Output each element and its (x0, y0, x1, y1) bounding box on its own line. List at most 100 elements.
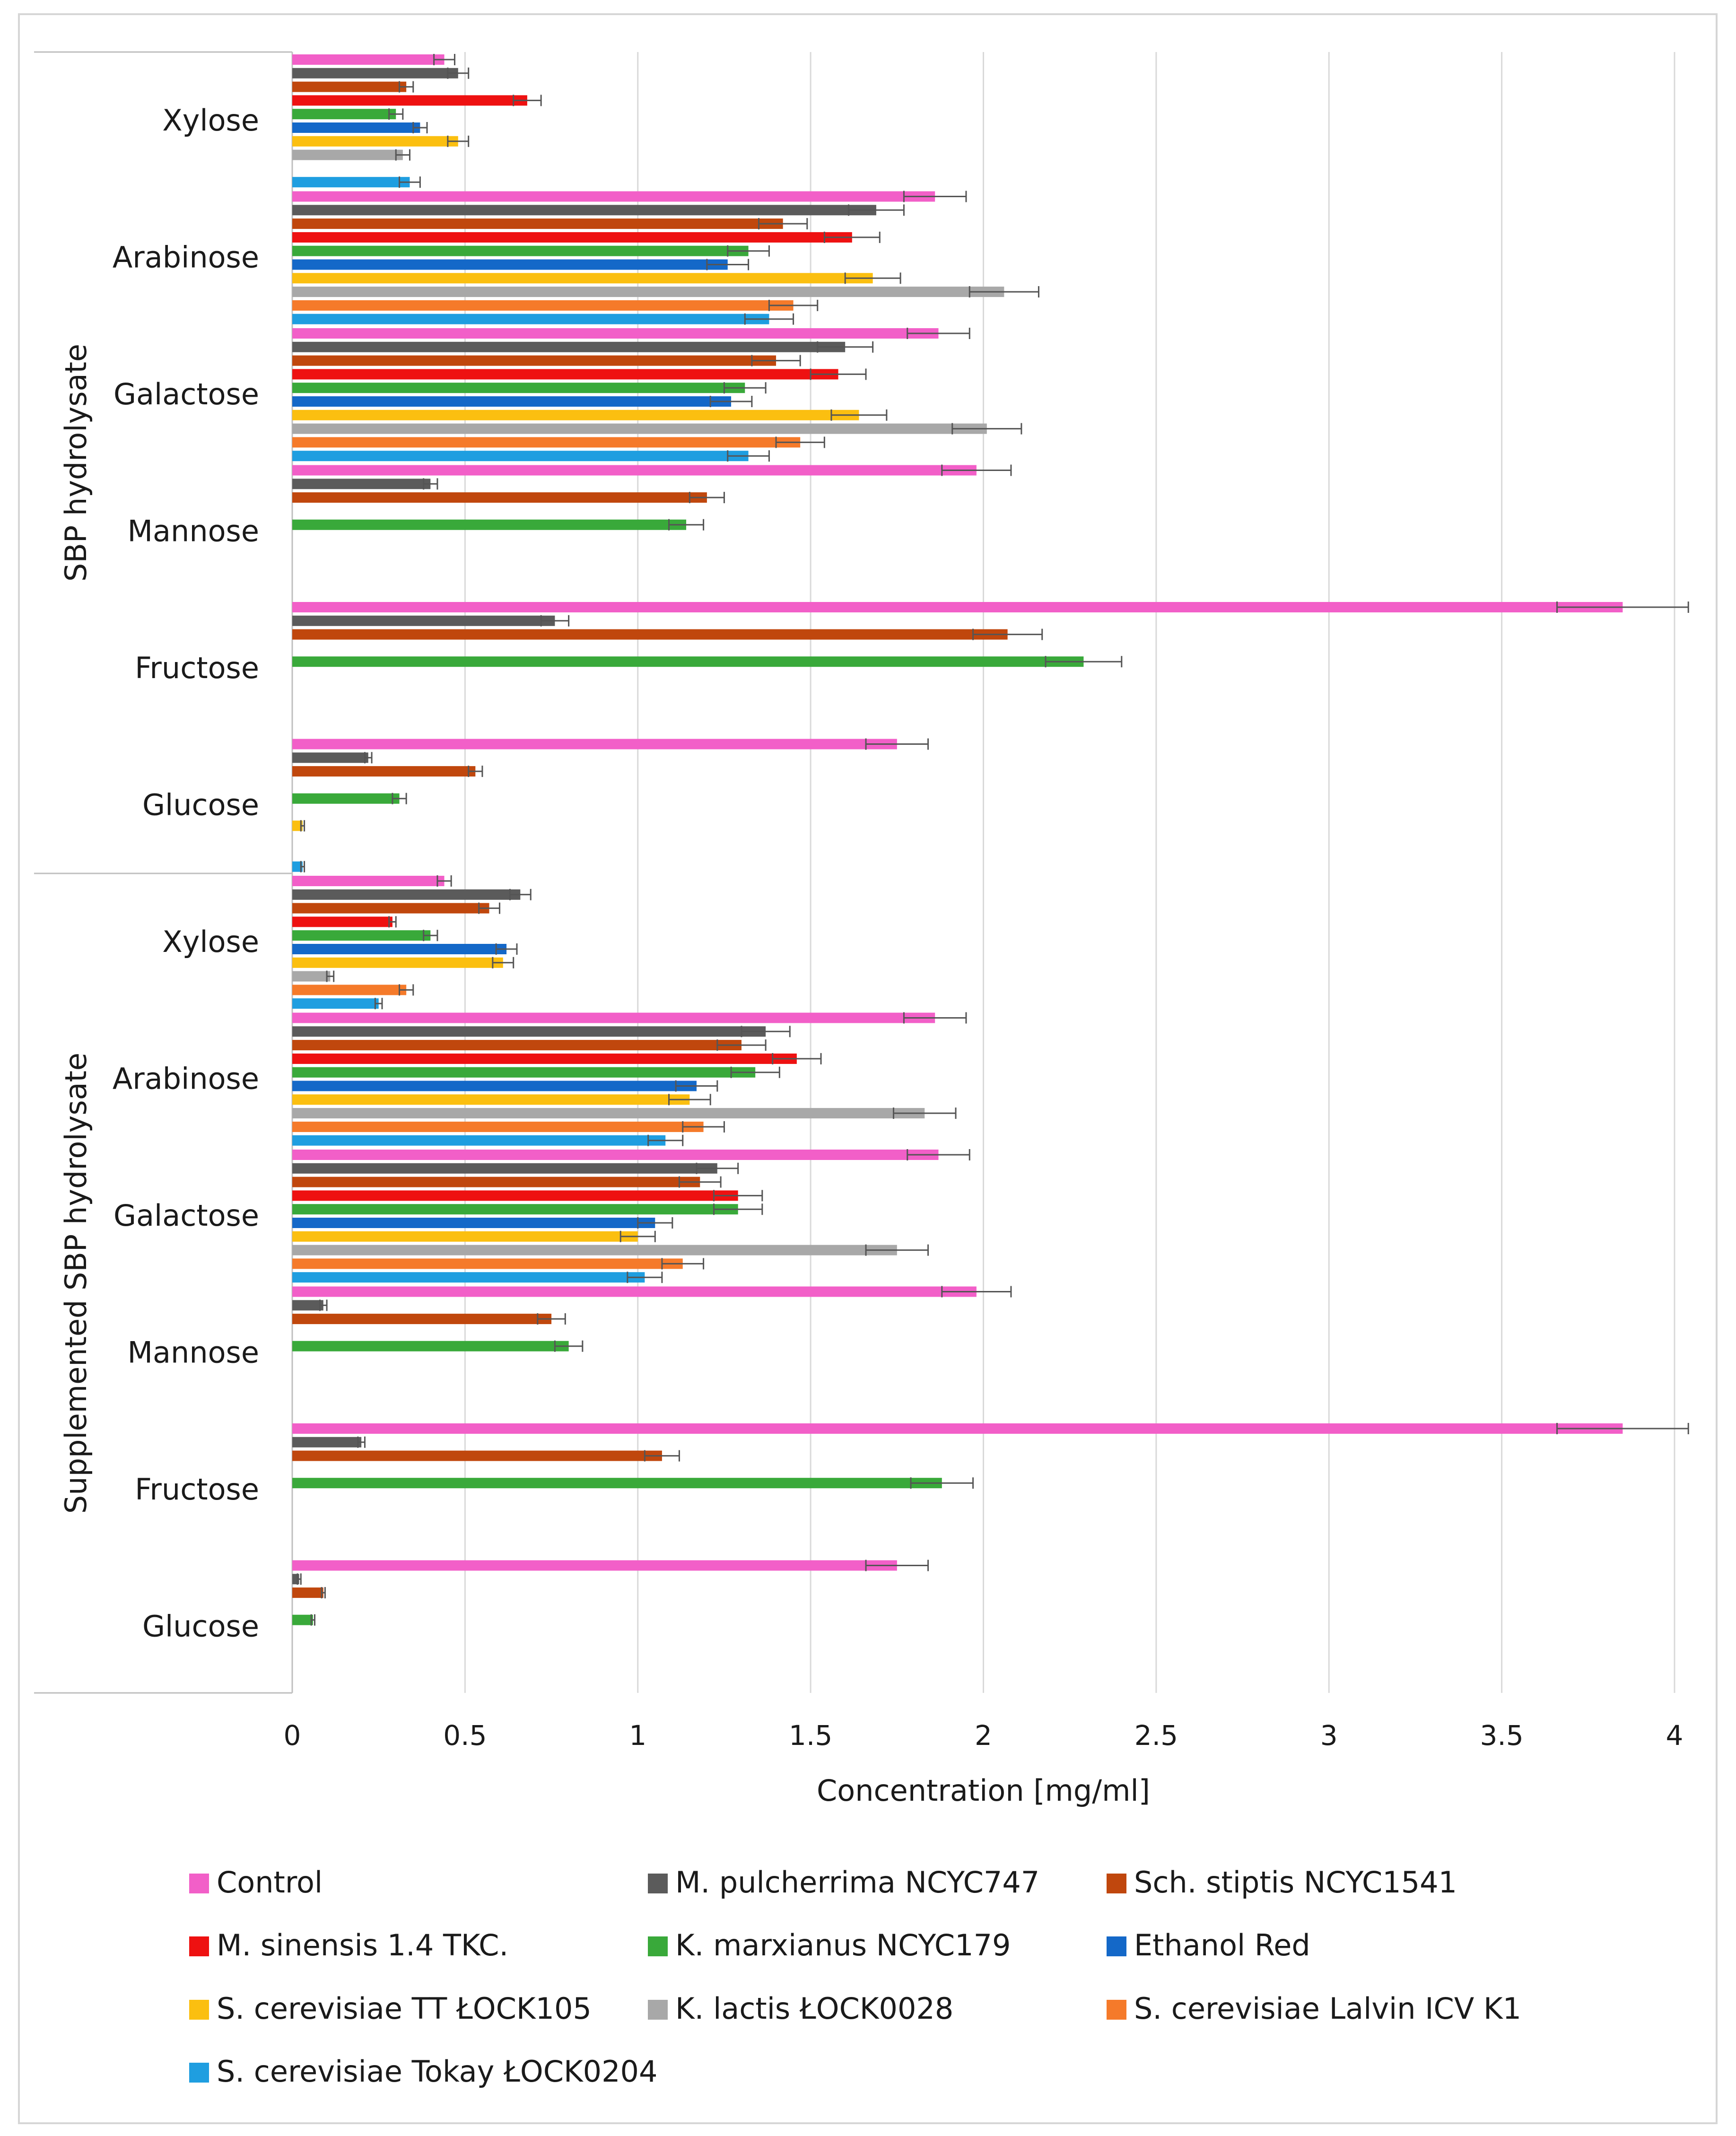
error-bar-sbp-hydrolysate-arabinose-control (903, 191, 967, 202)
error-bar-sbp-hydrolysate-mannose-k-marxianus-ncyc179 (668, 519, 705, 531)
bar-sbp-hydrolysate-xylose-ethanol-red (292, 122, 420, 133)
bar-sbp-hydrolysate-xylose-s-cerevisiae-tokay-ock0204 (292, 177, 410, 188)
bar-supplemented-sbp-hydrolysate-arabinose-control (292, 1012, 935, 1023)
bar-supplemented-sbp-hydrolysate-glucose-k-marxianus-ncyc179 (292, 1614, 313, 1625)
error-bar-sbp-hydrolysate-mannose-sch-stiptis-ncyc1541 (689, 492, 725, 504)
error-bar-supplemented-sbp-hydrolysate-arabinose-s-cerevisiae-tt-ock105 (668, 1094, 711, 1106)
bar-sbp-hydrolysate-arabinose-s-cerevisiae-tt-ock105 (292, 273, 873, 284)
legend-swatch-control (189, 1874, 209, 1893)
bar-supplemented-sbp-hydrolysate-mannose-control (292, 1286, 977, 1297)
error-bar-sbp-hydrolysate-galactose-sch-stiptis-ncyc1541 (751, 355, 801, 366)
bar-supplemented-sbp-hydrolysate-fructose-m-pulcherrima-ncyc747 (292, 1437, 362, 1447)
x-tick-label-4: 4 (1666, 1719, 1684, 1752)
legend-item-sch-stiptis-ncyc1541: Sch. stiptis NCYC1541 (1107, 1865, 1457, 1900)
category-label-supplemented-sbp-hydrolysate-glucose: Glucose (142, 1609, 259, 1643)
x-tick-label-2-5: 2.5 (1134, 1719, 1178, 1752)
category-label-sbp-hydrolysate-mannose: Mannose (128, 514, 259, 548)
bar-sbp-hydrolysate-fructose-m-pulcherrima-ncyc747 (292, 615, 555, 626)
bar-supplemented-sbp-hydrolysate-xylose-s-cerevisiae-tt-ock105 (292, 957, 503, 968)
bar-supplemented-sbp-hydrolysate-galactose-k-lactis-ock0028 (292, 1245, 897, 1255)
bar-supplemented-sbp-hydrolysate-xylose-ethanol-red (292, 944, 507, 954)
bar-supplemented-sbp-hydrolysate-galactose-control (292, 1150, 939, 1160)
error-bar-supplemented-sbp-hydrolysate-mannose-sch-stiptis-ncyc1541 (537, 1313, 566, 1325)
error-bar-supplemented-sbp-hydrolysate-galactose-s-cerevisiae-lalvin-icv-k1 (661, 1258, 705, 1270)
legend-item-m-sinensis-1-4-tkc: M. sinensis 1.4 TKC. (189, 1928, 508, 1962)
bar-sbp-hydrolysate-galactose-control (292, 328, 939, 339)
error-bar-supplemented-sbp-hydrolysate-galactose-m-pulcherrima-ncyc747 (696, 1162, 739, 1174)
bar-sbp-hydrolysate-galactose-k-lactis-ock0028 (292, 423, 987, 434)
bar-sbp-hydrolysate-glucose-k-marxianus-ncyc179 (292, 793, 400, 804)
bar-sbp-hydrolysate-xylose-k-marxianus-ncyc179 (292, 109, 396, 120)
error-bar-supplemented-sbp-hydrolysate-galactose-control (907, 1149, 970, 1160)
x-axis: 0 0.5 1 1.5 2 2.5 3 3.5 4 Concentration [mg/ml] (284, 1719, 1684, 1808)
bar-sbp-hydrolysate-fructose-sch-stiptis-ncyc1541 (292, 629, 1008, 640)
error-bar-supplemented-sbp-hydrolysate-fructose-control (1556, 1423, 1689, 1434)
legend-label-control: Control (217, 1865, 323, 1900)
error-bar-supplemented-sbp-hydrolysate-xylose-ethanol-red (495, 943, 518, 955)
legend: Control M. pulcherrima NCYC747 Sch. stipti… (189, 1865, 1521, 2089)
legend-label-s-cerevisiae-lalvin-icv-k1: S. cerevisiae Lalvin ICV K1 (1134, 1991, 1521, 2026)
legend-item-control: Control (189, 1865, 323, 1900)
error-bar-supplemented-sbp-hydrolysate-glucose-control (865, 1560, 929, 1571)
error-bar-supplemented-sbp-hydrolysate-fructose-sch-stiptis-ncyc1541 (644, 1450, 680, 1462)
error-bar-sbp-hydrolysate-arabinose-ethanol-red (706, 259, 750, 270)
error-bar-sbp-hydrolysate-xylose-ethanol-red (412, 122, 428, 133)
bar-sbp-hydrolysate-galactose-ethanol-red (292, 396, 732, 407)
error-bar-sbp-hydrolysate-mannose-m-pulcherrima-ncyc747 (423, 478, 438, 490)
error-bar-sbp-hydrolysate-fructose-k-marxianus-ncyc179 (1045, 656, 1123, 668)
bar-supplemented-sbp-hydrolysate-xylose-sch-stiptis-ncyc1541 (292, 903, 489, 914)
bar-supplemented-sbp-hydrolysate-xylose-k-lactis-ock0028 (292, 971, 331, 982)
error-bar-sbp-hydrolysate-fructose-control (1556, 602, 1689, 613)
error-bar-supplemented-sbp-hydrolysate-glucose-m-pulcherrima-ncyc747 (297, 1573, 302, 1585)
error-bar-sbp-hydrolysate-glucose-sch-stiptis-ncyc1541 (468, 766, 483, 777)
bar-sbp-hydrolysate-mannose-sch-stiptis-ncyc1541 (292, 492, 707, 503)
category-labels: SBP hydrolysate Xylose Arabinose Galactose M… (59, 103, 259, 1644)
legend-swatch-s-cerevisiae-tokay-ock0204 (189, 2063, 209, 2083)
legend-item-ethanol-red: Ethanol Red (1107, 1928, 1310, 1962)
error-bar-supplemented-sbp-hydrolysate-xylose-s-cerevisiae-tt-ock105 (492, 957, 515, 968)
x-tick-label-1-5: 1.5 (789, 1719, 832, 1752)
legend-label-m-sinensis-1-4-tkc: M. sinensis 1.4 TKC. (217, 1928, 508, 1962)
bar-supplemented-sbp-hydrolysate-fructose-k-marxianus-ncyc179 (292, 1478, 942, 1489)
bar-sbp-hydrolysate-glucose-s-cerevisiae-tt-ock105 (292, 820, 303, 831)
error-bar-sbp-hydrolysate-galactose-m-pulcherrima-ncyc747 (817, 341, 874, 353)
bar-sbp-hydrolysate-mannose-control (292, 465, 977, 476)
group-label-supplemented-sbp-hydrolysate: Supplemented SBP hydrolysate (59, 1053, 93, 1514)
bar-supplemented-sbp-hydrolysate-xylose-m-sinensis-1-4-tkc (292, 916, 393, 927)
error-bar-supplemented-sbp-hydrolysate-arabinose-k-lactis-ock0028 (893, 1107, 957, 1119)
bar-supplemented-sbp-hydrolysate-arabinose-m-pulcherrima-ncyc747 (292, 1026, 766, 1037)
legend-swatch-m-pulcherrima-ncyc747 (648, 1874, 668, 1893)
error-bar-sbp-hydrolysate-xylose-s-cerevisiae-tt-ock105 (447, 135, 470, 147)
x-tick-label-0: 0 (284, 1719, 301, 1752)
error-bar-supplemented-sbp-hydrolysate-mannose-k-marxianus-ncyc179 (554, 1340, 584, 1352)
bar-sbp-hydrolysate-arabinose-s-cerevisiae-tokay-ock0204 (292, 314, 769, 324)
bar-sbp-hydrolysate-xylose-control (292, 54, 445, 65)
error-bar-sbp-hydrolysate-xylose-m-sinensis-1-4-tkc (513, 95, 542, 106)
category-label-sbp-hydrolysate-arabinose: Arabinose (113, 240, 259, 274)
error-bar-sbp-hydrolysate-galactose-m-sinensis-1-4-tkc (810, 368, 867, 380)
bar-sbp-hydrolysate-xylose-m-pulcherrima-ncyc747 (292, 68, 458, 78)
bar-sbp-hydrolysate-arabinose-m-sinensis-1-4-tkc (292, 232, 852, 243)
bar-supplemented-sbp-hydrolysate-arabinose-k-marxianus-ncyc179 (292, 1067, 756, 1078)
error-bar-sbp-hydrolysate-glucose-s-cerevisiae-tt-ock105 (300, 820, 305, 832)
bar-sbp-hydrolysate-xylose-m-sinensis-1-4-tkc (292, 95, 527, 106)
legend-label-m-pulcherrima-ncyc747: M. pulcherrima NCYC747 (675, 1865, 1039, 1900)
x-tick-label-2: 2 (975, 1719, 992, 1752)
error-bar-supplemented-sbp-hydrolysate-xylose-m-pulcherrima-ncyc747 (509, 889, 532, 900)
error-bar-sbp-hydrolysate-fructose-sch-stiptis-ncyc1541 (972, 628, 1043, 640)
error-bar-supplemented-sbp-hydrolysate-galactose-k-marxianus-ncyc179 (713, 1203, 763, 1215)
bar-supplemented-sbp-hydrolysate-mannose-m-pulcherrima-ncyc747 (292, 1300, 323, 1311)
x-tick-label-1: 1 (629, 1719, 646, 1752)
bars (292, 54, 1689, 1626)
x-tick-label-3-5: 3.5 (1480, 1719, 1524, 1752)
error-bar-supplemented-sbp-hydrolysate-xylose-control (436, 875, 452, 887)
error-bar-supplemented-sbp-hydrolysate-xylose-s-cerevisiae-lalvin-icv-k1 (399, 984, 414, 996)
error-bar-sbp-hydrolysate-arabinose-k-marxianus-ncyc179 (727, 245, 770, 257)
error-bar-supplemented-sbp-hydrolysate-xylose-s-cerevisiae-tokay-ock0204 (374, 998, 383, 1010)
legend-label-sch-stiptis-ncyc1541: Sch. stiptis NCYC1541 (1134, 1865, 1457, 1900)
legend-swatch-m-sinensis-1-4-tkc (189, 1936, 209, 1956)
bar-supplemented-sbp-hydrolysate-xylose-m-pulcherrima-ncyc747 (292, 889, 521, 900)
grid-lines (291, 52, 1675, 1693)
category-label-sbp-hydrolysate-galactose: Galactose (113, 377, 259, 411)
bar-sbp-hydrolysate-glucose-sch-stiptis-ncyc1541 (292, 766, 476, 777)
